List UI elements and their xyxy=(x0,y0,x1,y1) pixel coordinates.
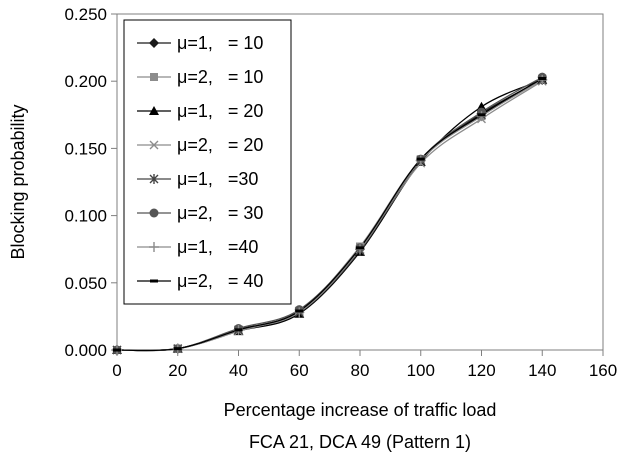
data-point xyxy=(538,77,547,81)
data-point xyxy=(477,113,486,117)
x-tick-label: 80 xyxy=(351,361,370,380)
legend-swatch-marker xyxy=(150,279,158,283)
series-markers xyxy=(112,72,548,355)
legend-swatch-marker xyxy=(149,140,159,150)
y-tick-label: 0.250 xyxy=(64,5,107,24)
legend-label: μ=2, = 10 xyxy=(177,67,263,87)
series-lines xyxy=(116,76,543,352)
x-tick-label: 0 xyxy=(112,361,121,380)
legend-swatch-marker xyxy=(149,38,159,48)
x-tick-label: 60 xyxy=(290,361,309,380)
data-point xyxy=(356,246,364,250)
legend-label: μ=2, = 20 xyxy=(177,135,263,155)
x-tick-label: 40 xyxy=(229,361,248,380)
legend-swatch-marker xyxy=(150,73,158,81)
legend-label: μ=1, =30 xyxy=(177,169,258,189)
x-tick-label: 100 xyxy=(407,361,435,380)
legend-swatch-marker xyxy=(149,208,159,218)
legend-label: μ=2, = 40 xyxy=(177,271,263,291)
data-point xyxy=(416,157,425,161)
data-point xyxy=(295,309,304,313)
chart-caption: FCA 21, DCA 49 (Pattern 1) xyxy=(249,432,471,452)
legend-swatch-marker xyxy=(149,174,159,184)
y-axis-title: Blocking probability xyxy=(8,104,28,259)
x-axis: 0 20 40 60 80 100 120 140 160 xyxy=(112,350,617,380)
legend-swatch-marker xyxy=(149,106,159,115)
legend-label: μ=2, = 30 xyxy=(177,203,263,223)
legend-box xyxy=(123,19,292,305)
y-tick-label: 0.000 xyxy=(64,341,107,360)
data-point xyxy=(113,348,121,352)
x-tick-label: 120 xyxy=(467,361,495,380)
legend-label: μ=1, = 10 xyxy=(177,33,263,53)
x-tick-label: 20 xyxy=(168,361,187,380)
y-tick-label: 0.200 xyxy=(64,72,107,91)
x-tick-label: 140 xyxy=(528,361,556,380)
y-axis: 0.000 0.050 0.100 0.150 0.200 0.250 xyxy=(64,5,117,360)
data-point xyxy=(234,328,243,332)
y-tick-label: 0.150 xyxy=(64,139,107,158)
legend: μ=1, = 10 μ=2, = 10 μ=1, = 20 μ=2, = 20 μ=1,… xyxy=(123,19,292,305)
legend-label: μ=1, = 20 xyxy=(177,101,263,121)
y-tick-label: 0.100 xyxy=(64,207,107,226)
x-axis-title: Percentage increase of traffic load xyxy=(224,400,497,420)
x-tick-label: 160 xyxy=(589,361,617,380)
legend-label: μ=1, =40 xyxy=(177,237,258,257)
y-tick-label: 0.050 xyxy=(64,274,107,293)
data-point xyxy=(173,347,182,351)
legend-swatch-marker xyxy=(149,242,159,252)
series-line xyxy=(116,77,543,352)
